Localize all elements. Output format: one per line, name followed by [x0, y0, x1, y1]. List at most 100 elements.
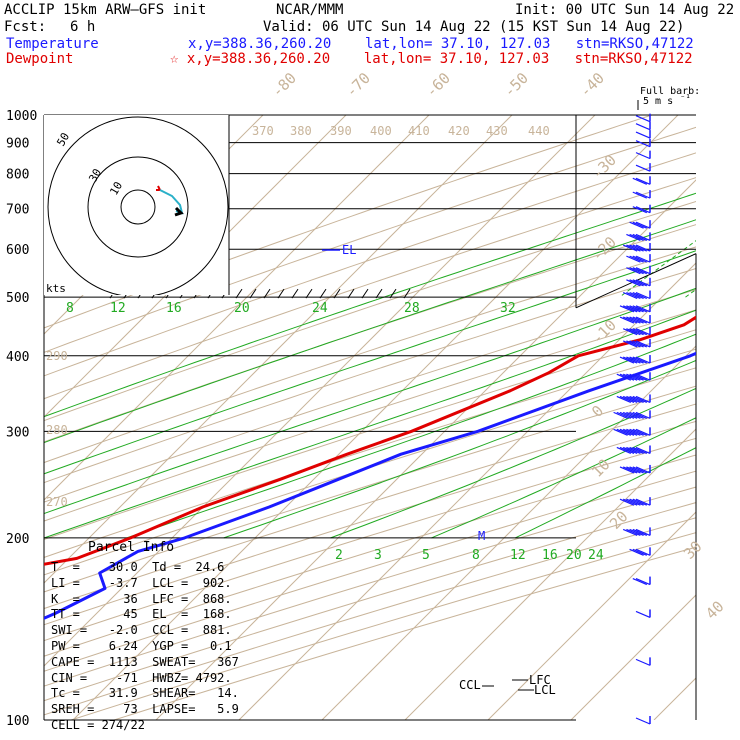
wind-barb-flag: [622, 528, 638, 536]
wind-barb-flag: [629, 411, 644, 419]
pressure-tick-label: 1000: [6, 109, 37, 124]
model-title: ACCLIP 15km ARW–GFS init: [4, 2, 207, 18]
isotherm-line: [238, 262, 696, 720]
wind-barb-flag: [632, 340, 648, 348]
wind-barb-flag: [635, 123, 651, 131]
moist-adiabat-label: 28: [404, 301, 420, 316]
wind-barb-flag: [632, 528, 648, 536]
hodograph-ring: [87, 156, 189, 258]
dry-adiabat-line: [44, 454, 696, 657]
theta-label: 400: [370, 124, 392, 138]
wind-barb-flag: [635, 356, 651, 364]
wind-barb-flag: [632, 291, 648, 300]
dry-adiabat-line: [44, 246, 696, 464]
isotherm-label: 10: [588, 455, 614, 481]
isotherm-line: [155, 179, 696, 720]
mixing-ratio-label: 24: [588, 548, 604, 563]
theta-label: 270: [46, 495, 68, 509]
wind-barb-flag: [632, 221, 648, 229]
isotherm-label: -80: [268, 69, 300, 101]
wind-barb-flag: [632, 267, 648, 275]
parcel-info-title: Parcel Info: [88, 540, 175, 555]
wind-barb-flag: [622, 498, 638, 506]
parcel-info-line: PW = 6.24 YGP = 0.1: [51, 639, 232, 653]
wind-barb-flag: [629, 528, 644, 536]
wind-barb-flag: [619, 316, 635, 324]
moist-adiabat-label: 16: [166, 301, 182, 316]
isotherm-line: [653, 677, 696, 720]
wind-barb-flag: [632, 466, 648, 474]
wind-barb-flag: [622, 395, 638, 404]
pressure-tick-label: 500: [6, 291, 29, 306]
moist-adiabat-label: 8: [66, 301, 74, 316]
wind-barb-flag: [626, 291, 641, 300]
legend-temperature: Temperature: [6, 36, 99, 52]
hodograph-ring-label: 30: [86, 167, 104, 185]
dry-adiabat-line: [44, 152, 696, 377]
wind-barb-flag: [635, 233, 651, 241]
dry-adiabat-line: [44, 126, 696, 353]
wind-barb-flag: [635, 279, 651, 287]
theta-label: 370: [252, 124, 274, 138]
isotherm-line: [570, 594, 696, 720]
wind-barb-flag: [632, 395, 648, 404]
theta-label: 280: [46, 423, 68, 437]
pressure-tick-label: 100: [6, 714, 29, 729]
isotherm-line: [44, 115, 347, 418]
wind-barb-flag: [622, 411, 638, 419]
dewpoint-profile-line: [44, 315, 696, 566]
wind-barb-flag: [626, 316, 641, 324]
level-hatch-mark: [333, 288, 341, 299]
pressure-tick-label: 700: [6, 203, 29, 218]
dry-adiabat-line: [44, 177, 696, 400]
wind-barb-flag: [629, 548, 644, 556]
wind-barb-flag: [632, 578, 648, 586]
wind-barb-flag: [632, 328, 648, 336]
wind-barb-flag: [619, 428, 635, 436]
wind-barb-flag: [632, 233, 648, 241]
isotherm-label: -20: [588, 233, 620, 265]
isotherm-line: [44, 115, 513, 584]
mixing-ratio-line: [619, 240, 696, 298]
isotherm-line: [44, 115, 430, 501]
isotherm-label: -50: [500, 69, 532, 101]
wind-barb-flag: [613, 428, 628, 436]
dry-adiabat-line: [44, 367, 696, 576]
pressure-tick-label: 800: [6, 168, 29, 183]
wind-barb-flag: [622, 340, 638, 348]
wind-barb-flag: [626, 279, 641, 287]
wind-barb-flag: [632, 373, 648, 381]
wind-barb-flag: [629, 356, 644, 364]
wind-barb-flag: [632, 316, 648, 324]
wind-barb-flag: [619, 446, 635, 455]
wind-barb-flag: [635, 305, 651, 313]
wind-barb-flag: [619, 373, 635, 381]
wind-barb-flag: [632, 356, 648, 364]
pressure-tick-label: 300: [6, 425, 29, 440]
wind-barb-flag: [635, 340, 651, 348]
wind-barb-flag: [629, 291, 644, 300]
level-hatch-mark: [347, 288, 355, 299]
moist-adiabat-line: [44, 309, 696, 539]
isotherm-label: 0: [588, 402, 607, 421]
wind-barb-flag: [626, 498, 641, 506]
wind-barb-flag: [632, 279, 648, 287]
wind-barb-flag: [635, 291, 651, 300]
wind-barb-flag: [635, 717, 651, 725]
wind-barb-flag: [635, 395, 651, 404]
wind-barb-flag: [613, 411, 628, 419]
wind-barb-flag: [635, 244, 651, 252]
hodograph-ring-label: 10: [107, 180, 125, 198]
level-hatch-mark: [389, 288, 397, 299]
level-hatch-mark: [403, 288, 411, 299]
moist-adiabat-label: 32: [500, 301, 516, 316]
hodograph-ring: [47, 116, 229, 295]
moist-adiabat-line: [44, 250, 696, 475]
wind-barb-flag: [635, 255, 651, 263]
parcel-info-line: K = 36 LFC = 868.: [51, 591, 232, 606]
isotherm-line: [404, 428, 696, 720]
temperature-profile-line: [44, 351, 696, 620]
wind-barb-flag: [635, 548, 651, 556]
moist-adiabat-label: 20: [234, 301, 250, 316]
wind-barb-flag: [635, 115, 651, 123]
